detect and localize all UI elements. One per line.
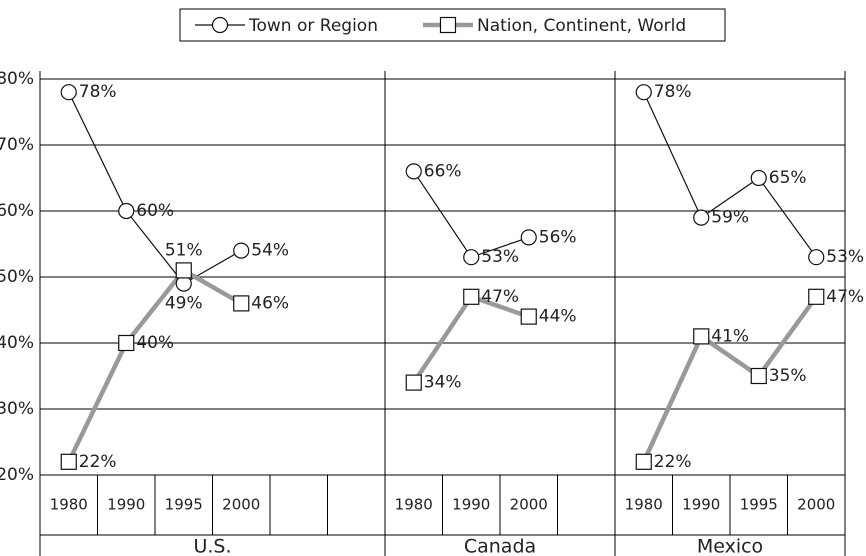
- value-label: 35%: [769, 366, 807, 386]
- point: [635, 453, 652, 470]
- group-label: U.S.: [193, 536, 231, 556]
- point: [463, 288, 480, 305]
- value-label: 78%: [654, 82, 692, 102]
- point: [750, 367, 767, 385]
- point: [750, 169, 767, 187]
- legend-label: Town or Region: [248, 16, 378, 36]
- value-label: 51%: [165, 240, 203, 260]
- x-tick-label: 1995: [740, 496, 778, 514]
- group-label: Mexico: [697, 536, 763, 556]
- value-label: 22%: [654, 452, 692, 472]
- point: [60, 453, 77, 470]
- x-tick-label: 1990: [452, 496, 490, 514]
- value-label: 47%: [826, 287, 864, 307]
- y-tick-label: 60%: [0, 201, 34, 221]
- y-tick-label: 70%: [0, 135, 34, 155]
- value-label: 53%: [826, 247, 864, 267]
- value-label: 46%: [251, 293, 289, 313]
- point: [233, 242, 250, 259]
- y-tick-label: 30%: [0, 399, 34, 419]
- point: [693, 328, 710, 345]
- x-tick-label: 1995: [165, 496, 203, 514]
- x-tick-label: 2000: [510, 496, 548, 514]
- point: [175, 262, 192, 279]
- point: [693, 209, 710, 226]
- point: [118, 334, 135, 352]
- x-tick-label: 2000: [222, 496, 260, 514]
- value-label: 60%: [136, 201, 174, 221]
- point: [520, 229, 537, 246]
- point: [808, 249, 825, 266]
- point: [118, 202, 135, 220]
- x-tick-label: 1980: [50, 496, 88, 514]
- y-tick-label: 80%: [0, 69, 34, 89]
- point: [463, 249, 480, 266]
- point: [405, 374, 422, 391]
- point: [808, 288, 825, 305]
- y-tick-label: 50%: [0, 267, 34, 287]
- y-tick-label: 40%: [0, 333, 34, 353]
- value-label: 44%: [539, 307, 577, 327]
- legend-marker: [439, 16, 457, 34]
- y-tick-label: 20%: [0, 465, 34, 485]
- value-label: 66%: [424, 161, 462, 181]
- value-label: 22%: [79, 452, 117, 472]
- value-label: 47%: [481, 287, 519, 307]
- point: [405, 163, 422, 180]
- x-tick-label: 2000: [797, 496, 835, 514]
- value-label: 65%: [769, 168, 807, 188]
- point: [635, 84, 652, 101]
- x-tick-label: 1980: [395, 496, 433, 514]
- legend-label: Nation, Continent, World: [477, 16, 686, 36]
- value-label: 41%: [711, 326, 749, 346]
- value-label: 56%: [539, 227, 577, 247]
- value-label: 34%: [424, 373, 462, 393]
- value-label: 54%: [251, 241, 289, 261]
- value-label: 49%: [165, 294, 203, 314]
- group-label: Canada: [464, 536, 536, 556]
- value-label: 53%: [481, 247, 519, 267]
- point: [60, 84, 77, 101]
- x-tick-label: 1990: [107, 496, 145, 514]
- x-tick-label: 1980: [625, 496, 663, 514]
- x-tick-label: 1990: [682, 496, 720, 514]
- value-label: 40%: [136, 333, 174, 353]
- legend-marker: [211, 16, 229, 34]
- value-label: 78%: [79, 82, 117, 102]
- point: [520, 308, 537, 325]
- value-label: 59%: [711, 208, 749, 228]
- point: [233, 295, 250, 312]
